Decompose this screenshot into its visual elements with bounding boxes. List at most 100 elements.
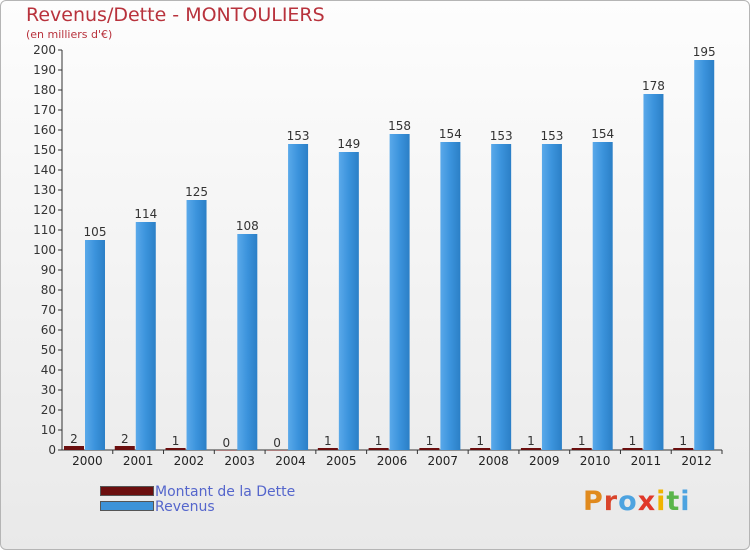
y-tick-label: 160 [33,123,56,137]
bar-revenus [288,144,309,450]
y-tick-label: 60 [41,323,56,337]
data-label-dette: 1 [375,434,383,448]
data-label-revenus: 154 [591,127,614,141]
bar-revenus [541,144,562,450]
x-tick-label: 2012 [681,454,712,468]
y-tick-label: 200 [33,43,56,57]
data-label-revenus: 108 [236,219,259,233]
bar-dette [267,450,288,451]
data-label-revenus: 149 [337,137,360,151]
legend-swatch-dette [100,486,154,496]
bar-revenus [491,144,512,450]
logo-letter: i [680,486,691,517]
logo-letter: o [618,486,638,517]
y-tick-label: 10 [41,423,56,437]
data-label-dette: 1 [527,434,535,448]
bar-dette [368,448,389,450]
x-tick-label: 2000 [72,454,103,468]
y-tick-label: 130 [33,183,56,197]
x-tick-label: 2010 [580,454,611,468]
data-label-dette: 1 [172,434,180,448]
bar-revenus [440,142,461,450]
y-tick-label: 190 [33,63,56,77]
x-tick-label: 2003 [224,454,255,468]
chart-subtitle: (en milliers d'€) [26,28,113,41]
x-tick-label: 2008 [478,454,509,468]
logo-letter: x [637,486,657,517]
y-tick-label: 30 [41,383,56,397]
logo-letter: i [656,486,667,517]
bar-dette [165,448,186,450]
chart-title: Revenus/Dette - MONTOULIERS [26,4,325,26]
y-tick-label: 100 [33,243,56,257]
bar-dette [419,448,440,450]
y-tick-label: 0 [48,443,56,457]
data-label-dette: 1 [679,434,687,448]
y-tick-label: 80 [41,283,56,297]
x-tick-label: 2002 [174,454,205,468]
logo-letter: P [583,486,604,517]
data-label-revenus: 125 [185,185,208,199]
y-tick-label: 180 [33,83,56,97]
bar-dette [520,448,541,450]
y-tick-label: 90 [41,263,56,277]
data-label-dette: 0 [273,436,281,450]
y-tick-label: 150 [33,143,56,157]
data-label-dette: 1 [578,434,586,448]
y-tick-label: 20 [41,403,56,417]
bar-revenus [338,152,359,450]
bar-revenus [186,200,207,450]
y-tick-label: 70 [41,303,56,317]
proxiti-logo: Proxiti [583,486,691,517]
data-label-dette: 1 [426,434,434,448]
data-label-revenus: 154 [439,127,462,141]
y-tick-label: 110 [33,223,56,237]
data-label-revenus: 153 [540,129,563,143]
legend-label-revenus: Revenus [155,499,215,515]
x-tick-label: 2009 [529,454,560,468]
y-tick-label: 120 [33,203,56,217]
x-tick-label: 2001 [123,454,154,468]
data-label-revenus: 158 [388,119,411,133]
bar-dette [64,446,84,450]
bar-revenus [85,240,105,450]
x-tick-label: 2005 [326,454,357,468]
bar-dette [470,448,491,450]
data-label-revenus: 153 [287,129,310,143]
data-label-revenus: 195 [693,45,716,59]
logo-letter: t [666,486,681,517]
y-tick-label: 170 [33,103,56,117]
x-tick-label: 2006 [377,454,408,468]
data-label-revenus: 114 [134,207,157,221]
data-label-dette: 0 [222,436,230,450]
data-label-dette: 1 [324,434,332,448]
x-tick-label: 2004 [275,454,306,468]
data-label-dette: 2 [121,432,129,446]
bar-revenus [643,94,664,450]
legend-label-dette: Montant de la Dette [155,484,296,500]
bar-revenus [694,60,715,450]
data-label-dette: 2 [70,432,78,446]
bar-dette [622,448,643,450]
y-tick-label: 140 [33,163,56,177]
y-tick-label: 50 [41,343,56,357]
data-label-revenus: 153 [490,129,513,143]
bar-dette [114,446,135,450]
data-label-revenus: 178 [642,79,665,93]
legend-swatch-revenus [100,501,154,511]
data-label-dette: 1 [476,434,484,448]
x-tick-label: 2007 [427,454,458,468]
data-label-revenus: 105 [84,225,107,239]
logo-letter: r [603,486,619,517]
bar-revenus [237,234,258,450]
bar-dette [571,448,592,450]
x-tick-label: 2011 [631,454,662,468]
bar-dette [673,448,694,450]
data-label-dette: 1 [629,434,637,448]
bar-revenus [592,142,613,450]
bar-revenus [135,222,156,450]
bar-revenus [389,134,410,450]
y-tick-label: 40 [41,363,56,377]
